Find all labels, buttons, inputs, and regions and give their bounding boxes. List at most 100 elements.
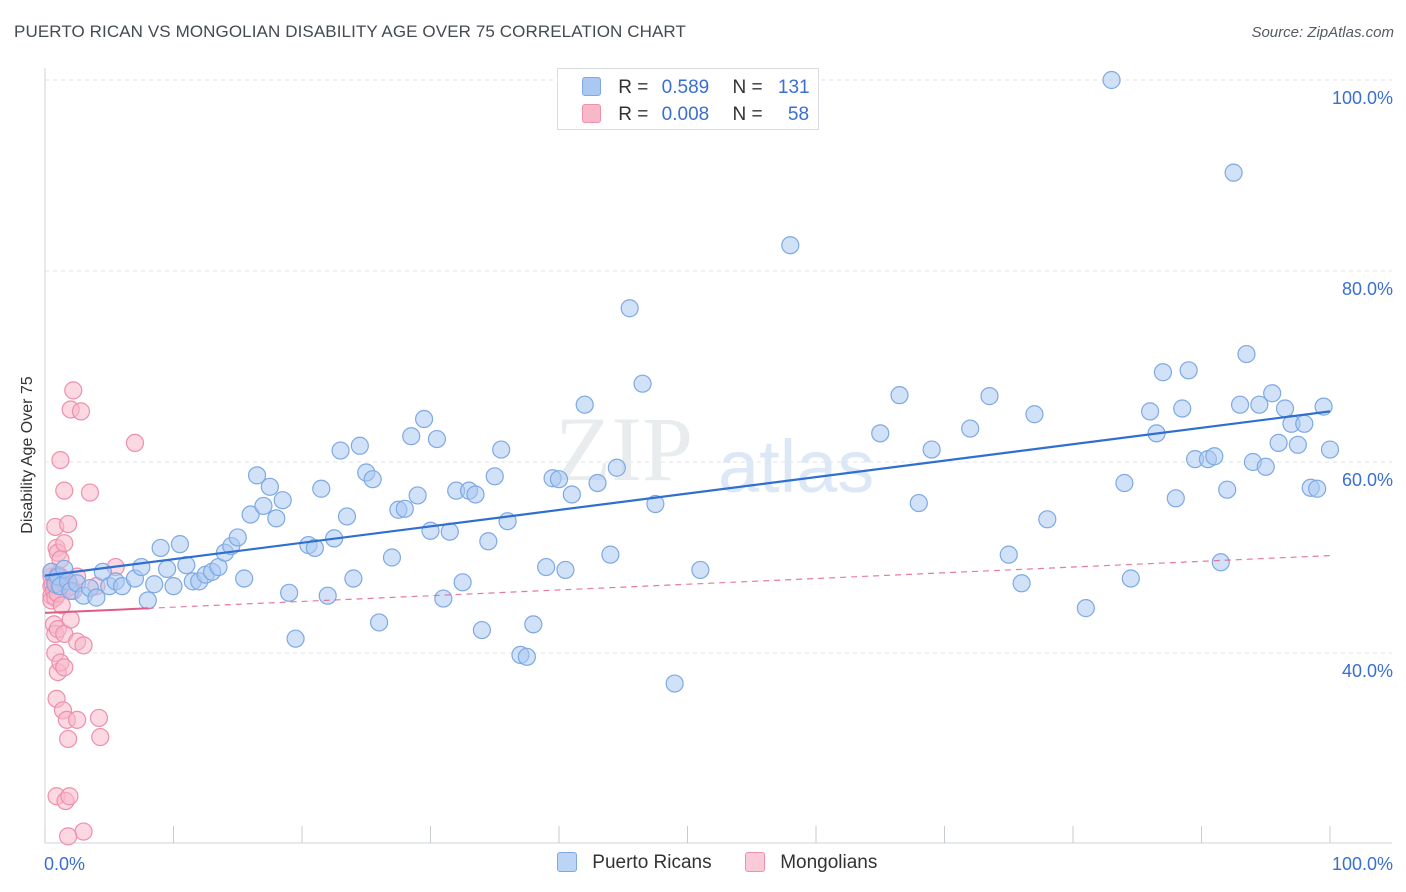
x-tick-label: 100.0%: [1332, 854, 1393, 874]
puerto-rican-point: [1179, 361, 1198, 380]
series-legend: Puerto Ricans Mongolians: [557, 852, 905, 874]
puerto-rican-point: [132, 557, 151, 577]
pink-swatch: [582, 104, 601, 123]
puerto-rican-point: [1012, 574, 1031, 593]
watermark-atlas: atlas: [718, 425, 874, 508]
x-tick-label: 0.0%: [44, 854, 85, 874]
mongolian-point: [80, 483, 100, 502]
puerto-rican-point: [414, 409, 434, 429]
puerto-rican-point: [228, 528, 247, 547]
legend-item-puerto-ricans[interactable]: Puerto Ricans: [557, 852, 712, 874]
blue-swatch: [582, 77, 601, 96]
puerto-rican-point: [479, 532, 498, 551]
puerto-rican-point: [427, 429, 447, 449]
puerto-rican-point: [138, 591, 157, 610]
puerto-rican-point: [485, 467, 504, 486]
y-axis-title: Disability Age Over 75: [19, 376, 36, 534]
puerto-rican-point: [170, 535, 190, 554]
puerto-ricans-points: [42, 70, 1340, 693]
mongolian-point: [71, 402, 91, 421]
puerto-rican-point: [382, 548, 402, 567]
puerto-rican-point: [646, 494, 665, 514]
puerto-rican-point: [1038, 510, 1057, 529]
puerto-rican-point: [453, 573, 472, 592]
puerto-rican-point: [331, 441, 350, 460]
n-value: 58: [787, 104, 810, 125]
r-label: R =: [618, 77, 649, 98]
stats-row-puerto-ricans: R = 0.589 N = 131: [582, 77, 810, 99]
puerto-rican-point: [1295, 414, 1314, 433]
legend-item-mongolians[interactable]: Mongolians: [744, 852, 878, 874]
puerto-rican-point: [517, 647, 536, 666]
mongolian-point: [125, 433, 145, 452]
puerto-rican-point: [280, 583, 299, 602]
mongolian-point: [64, 381, 83, 400]
puerto-rican-point: [434, 589, 453, 608]
mongolian-point: [59, 514, 78, 534]
mongolian-point: [55, 481, 74, 500]
puerto-rican-point: [350, 436, 369, 455]
mongolians-trend-line-solid: [44, 607, 148, 614]
mongolian-point: [89, 708, 109, 728]
puerto-rican-point: [665, 674, 684, 693]
puerto-rican-point: [370, 613, 389, 632]
puerto-rican-point: [871, 424, 890, 443]
puerto-rican-point: [633, 374, 652, 393]
puerto-rican-point: [1140, 402, 1160, 421]
puerto-rican-point: [466, 485, 485, 504]
n-label: N =: [732, 104, 763, 125]
puerto-rican-point: [267, 509, 286, 528]
puerto-rican-point: [1153, 363, 1173, 382]
puerto-rican-point: [235, 569, 254, 588]
mongolian-point: [61, 610, 80, 629]
puerto-rican-point: [145, 575, 164, 594]
y-tick-label: 80.0%: [1342, 279, 1393, 299]
puerto-rican-point: [999, 545, 1018, 564]
puerto-rican-point: [402, 427, 421, 446]
puerto-rican-point: [1237, 344, 1256, 364]
puerto-rican-point: [492, 440, 511, 459]
mongolians-points: [42, 381, 145, 846]
legend-label: Mongolians: [780, 852, 878, 873]
puerto-rican-point: [980, 387, 999, 406]
puerto-ricans-trend-line: [44, 410, 1331, 577]
mongolian-point: [74, 822, 93, 841]
puerto-rican-point: [408, 486, 427, 505]
puerto-rican-point: [1218, 480, 1237, 499]
puerto-rican-point: [1205, 447, 1224, 466]
axes-layer: [44, 68, 1392, 844]
puerto-rican-point: [1250, 395, 1269, 414]
puerto-rican-point: [87, 588, 106, 607]
r-value: 0.008: [661, 104, 710, 125]
mongolian-point: [68, 710, 87, 729]
puerto-rican-point: [1166, 489, 1185, 508]
puerto-rican-point: [890, 386, 909, 405]
puerto-rican-point: [1263, 384, 1282, 403]
puerto-rican-point: [691, 560, 710, 580]
puerto-rican-point: [260, 477, 279, 496]
puerto-rican-point: [922, 440, 941, 459]
tick-labels: 40.0% 60.0% 80.0% 100.0% 0.0% 100.0%: [44, 88, 1393, 874]
puerto-rican-point: [395, 499, 414, 518]
puerto-rican-point: [1269, 433, 1288, 452]
legend-label: Puerto Ricans: [592, 852, 712, 873]
puerto-rican-point: [472, 620, 491, 640]
puerto-rican-point: [562, 485, 581, 504]
puerto-rican-point: [588, 473, 607, 493]
puerto-rican-point: [164, 577, 183, 596]
puerto-rican-point: [318, 586, 337, 605]
mongolian-point: [51, 450, 70, 470]
puerto-rican-point: [1121, 569, 1140, 588]
mongolian-point: [59, 827, 78, 846]
chart-title: PUERTO RICAN VS MONGOLIAN DISABILITY AGE…: [14, 22, 686, 41]
stats-row-mongolians: R = 0.008 N = 58: [582, 104, 809, 126]
puerto-rican-point: [337, 507, 357, 526]
puerto-rican-point: [961, 419, 980, 438]
mongolian-point: [52, 596, 71, 615]
puerto-rican-point: [241, 505, 260, 524]
puerto-rican-point: [537, 557, 556, 577]
puerto-rican-point: [247, 466, 267, 485]
grid-layer: [45, 79, 1392, 654]
mongolian-point: [91, 727, 110, 747]
